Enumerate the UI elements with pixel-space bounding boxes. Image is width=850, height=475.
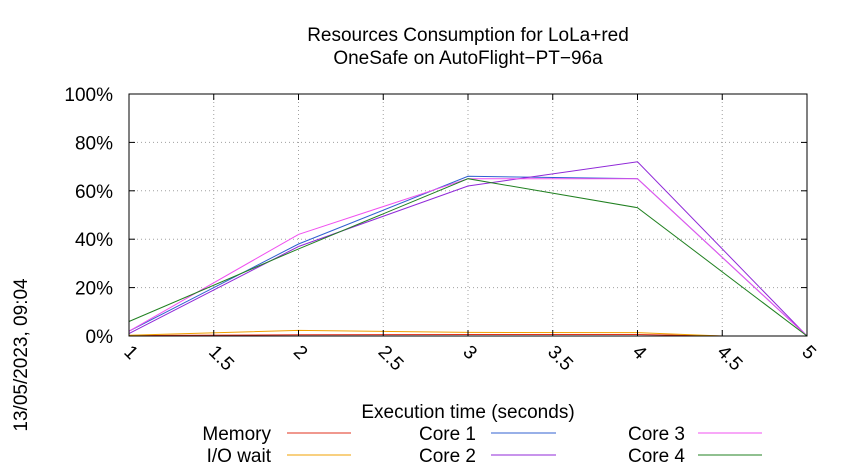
y-tick-label: 40% — [75, 230, 113, 251]
chart-title-line-2: OneSafe on AutoFlight−PT−96a — [333, 48, 603, 69]
legend-label: Core 3 — [628, 424, 685, 445]
y-axis-ticks: 0% 20% 40% 60% 80% 100% — [64, 85, 807, 348]
legend-label: Memory — [202, 424, 271, 445]
x-tick-label: 4.5 — [713, 342, 747, 376]
x-tick-label: 1 — [119, 342, 141, 364]
y-tick-label: 60% — [75, 182, 113, 203]
x-tick-label: 1.5 — [204, 342, 238, 376]
legend-label: Core 1 — [419, 424, 476, 445]
y-tick-label: 80% — [75, 133, 113, 154]
series-line-core-2 — [128, 161, 808, 337]
chart-title-line-1: Resources Consumption for LoLa+red — [307, 25, 629, 46]
legend-label: Core 4 — [628, 446, 685, 467]
x-tick-label: 2.5 — [374, 342, 408, 376]
grid-lines — [129, 94, 807, 336]
y-tick-label: 0% — [86, 327, 114, 348]
series-line-core-4 — [128, 178, 808, 337]
y-tick-label: 100% — [64, 85, 113, 106]
x-tick-label: 3 — [458, 342, 480, 364]
x-tick-label: 4 — [628, 342, 651, 365]
legend-label: I/O wait — [207, 446, 272, 467]
x-tick-label: 5 — [797, 342, 819, 364]
y-tick-label: 20% — [75, 279, 113, 300]
legend-label: Core 2 — [419, 446, 476, 467]
x-axis-label: Execution time (seconds) — [361, 402, 574, 423]
series-lines — [128, 161, 808, 337]
timestamp-label: 13/05/2023, 09:04 — [11, 278, 32, 432]
x-tick-label: 2 — [289, 342, 311, 364]
x-tick-label: 3.5 — [543, 342, 577, 376]
series-line-core-1 — [128, 175, 808, 337]
